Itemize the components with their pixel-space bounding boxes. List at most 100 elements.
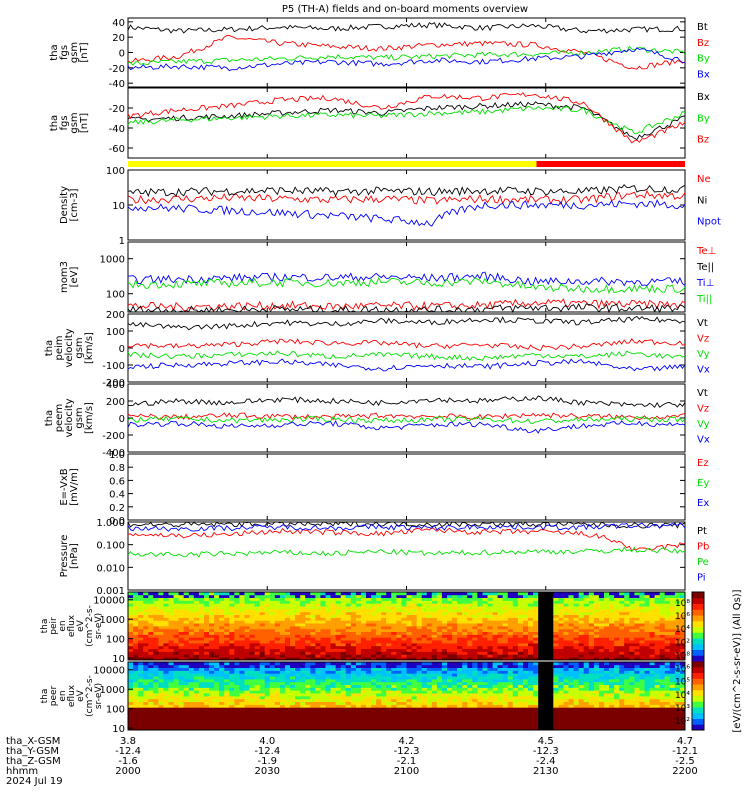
spectrogram-cell (492, 620, 499, 624)
spectrogram-cell (528, 662, 534, 666)
spectrogram-cell (274, 614, 281, 618)
spectrogram-cell (143, 662, 149, 666)
spectrogram-cell (462, 693, 468, 697)
spectrogram-cell (523, 701, 529, 705)
spectrogram-cell (320, 597, 326, 601)
spectrogram-cell (183, 645, 190, 649)
spectrogram-cell (431, 620, 438, 624)
spectrogram-cell (229, 690, 235, 694)
spectrogram-cell (492, 681, 499, 685)
spectrogram-cell (487, 701, 493, 705)
spectrogram-cell (128, 609, 134, 613)
spectrogram-cell (310, 687, 316, 691)
spectrogram-cell (487, 651, 493, 655)
spectrogram-cell (462, 670, 468, 674)
spectrogram-cell (188, 718, 195, 722)
spectrogram-cell (264, 687, 271, 691)
spectrogram-cell (158, 648, 164, 652)
spectrogram-cell (386, 603, 392, 607)
spectrogram-cell (664, 651, 671, 655)
spectrogram-cell (533, 600, 539, 604)
spectrogram-cell (497, 657, 504, 661)
spectrogram-cell (290, 637, 296, 641)
spectrogram-cell (350, 681, 357, 685)
spectrogram-cell (340, 687, 347, 691)
spectrogram-cell (320, 701, 326, 705)
spectrogram-cell (593, 614, 600, 618)
spectrogram-cell (386, 631, 392, 635)
spectrogram-cell (538, 643, 544, 647)
spectrogram-cell (178, 696, 185, 700)
spectrogram-cell (674, 592, 681, 596)
spectrogram-cell (431, 594, 438, 598)
spectrogram-cell (543, 648, 549, 652)
spectrogram-cell (285, 662, 291, 666)
spectrogram-cell (360, 645, 367, 649)
spectrogram-cell (244, 727, 250, 731)
spectrogram-cell (376, 673, 382, 677)
spectrogram-cell (553, 713, 559, 717)
spectrogram-cell (679, 637, 686, 641)
spectrogram-cell (335, 667, 342, 671)
spectrogram-cell (533, 698, 539, 702)
spectrogram-cell (391, 600, 397, 604)
spectrogram-cell (133, 707, 139, 711)
spectrogram-cell (528, 643, 534, 647)
spectrogram-cell (502, 701, 509, 705)
spectrogram-cell (249, 727, 255, 731)
spectrogram-cell (138, 631, 144, 635)
spectrogram-cell (497, 721, 504, 725)
spectrogram-cell (629, 651, 635, 655)
spectrogram-cell (249, 640, 255, 644)
spectrogram-cell (477, 657, 483, 661)
spectrogram-cell (644, 651, 650, 655)
y-tick-label: 1000 (100, 255, 125, 266)
spectrogram-cell (340, 600, 347, 604)
spectrogram-cell (305, 620, 311, 624)
spectrogram-cell (416, 623, 423, 627)
spectrogram-cell (279, 648, 286, 652)
spectrogram-cell (148, 651, 154, 655)
spectrogram-cell (482, 664, 488, 668)
spectrogram-cell (254, 698, 261, 702)
spectrogram-cell (279, 623, 286, 627)
spectrogram-cell (310, 617, 316, 621)
spectrogram-cell (619, 597, 625, 601)
spectrogram-cell (619, 637, 625, 641)
spectrogram-cell (340, 645, 347, 649)
spectrogram-cell (193, 643, 200, 647)
spectrogram-cell (325, 657, 331, 661)
spectrogram-cell (234, 617, 240, 621)
spectrogram-cell (158, 713, 164, 717)
spectrogram-cell (310, 600, 316, 604)
spectrogram-cell (188, 611, 195, 615)
spectrogram-cell (219, 664, 225, 668)
spectrogram-cell (401, 634, 407, 638)
spectrogram-cell (401, 727, 407, 731)
spectrogram-cell (209, 645, 215, 649)
spectrogram-cell (533, 664, 539, 668)
spectrogram-cell (674, 626, 681, 630)
spectrogram-cell (305, 681, 311, 685)
spectrogram-cell (305, 664, 311, 668)
spectrogram-cell (457, 713, 463, 717)
spectrogram-cell (360, 609, 367, 613)
spectrogram-cell (563, 628, 569, 632)
spectrogram-cell (426, 620, 433, 624)
spectrogram-cell (472, 614, 478, 618)
spectrogram-cell (523, 690, 529, 694)
spectrogram-cell (128, 626, 134, 630)
spectrogram-cell (274, 713, 281, 717)
spectrogram-cell (609, 592, 615, 596)
spectrogram-cell (209, 637, 215, 641)
spectrogram-cell (492, 634, 499, 638)
spectrogram-cell (133, 603, 139, 607)
y-axis-label: eflux (67, 614, 77, 637)
spectrogram-cell (198, 670, 205, 674)
spectrogram-cell (497, 679, 504, 683)
spectrogram-cell (183, 654, 190, 658)
spectrogram-cell (305, 603, 311, 607)
spectrogram-cell (548, 670, 554, 674)
spectrogram-cell (563, 643, 569, 647)
spectrogram-cell (269, 704, 276, 708)
